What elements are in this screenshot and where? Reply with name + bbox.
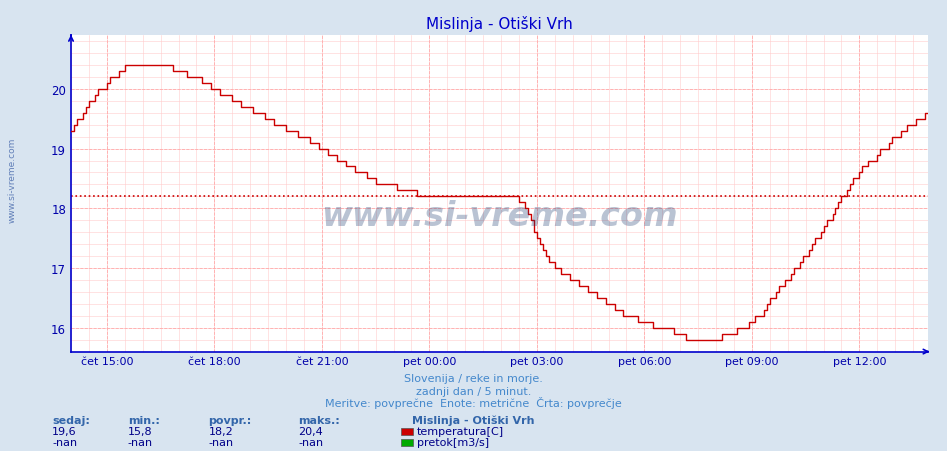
Title: Mislinja - Otiški Vrh: Mislinja - Otiški Vrh <box>426 16 573 32</box>
Text: www.si-vreme.com: www.si-vreme.com <box>321 199 678 233</box>
Text: pretok[m3/s]: pretok[m3/s] <box>417 437 489 446</box>
Text: temperatura[C]: temperatura[C] <box>417 426 504 436</box>
Text: min.:: min.: <box>128 414 160 424</box>
Text: Slovenija / reke in morje.: Slovenija / reke in morje. <box>404 373 543 383</box>
Text: -nan: -nan <box>298 437 324 446</box>
Text: -nan: -nan <box>128 437 153 446</box>
Text: 19,6: 19,6 <box>52 426 77 436</box>
Text: -nan: -nan <box>208 437 234 446</box>
Text: www.si-vreme.com: www.si-vreme.com <box>8 138 17 223</box>
Text: maks.:: maks.: <box>298 414 340 424</box>
Text: 15,8: 15,8 <box>128 426 152 436</box>
Text: sedaj:: sedaj: <box>52 414 90 424</box>
Text: Mislinja - Otiški Vrh: Mislinja - Otiški Vrh <box>412 414 534 424</box>
Text: zadnji dan / 5 minut.: zadnji dan / 5 minut. <box>416 386 531 396</box>
Text: 18,2: 18,2 <box>208 426 233 436</box>
Text: 20,4: 20,4 <box>298 426 323 436</box>
Text: -nan: -nan <box>52 437 78 446</box>
Text: povpr.:: povpr.: <box>208 414 252 424</box>
Text: Meritve: povprečne  Enote: metrične  Črta: povprečje: Meritve: povprečne Enote: metrične Črta:… <box>325 396 622 408</box>
